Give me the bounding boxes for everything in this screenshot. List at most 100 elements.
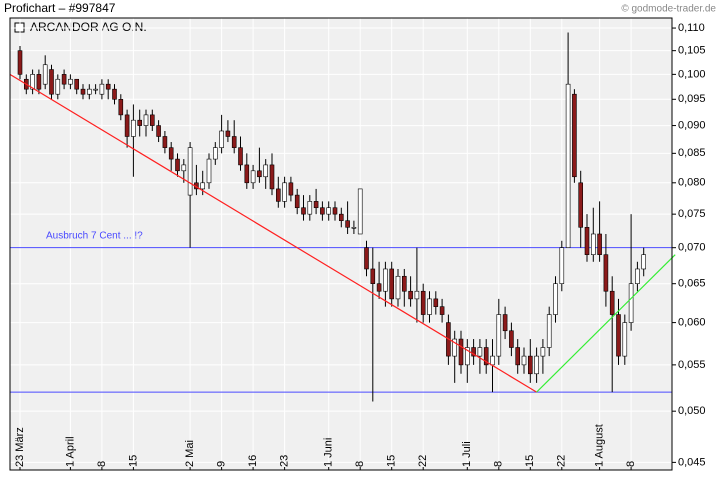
candle-body [521,355,527,366]
candle-body [590,233,596,255]
source: © godmode-trader.de [621,4,716,15]
annotation: Ausbruch 7 Cent ... !? [46,230,143,241]
y-tick-label: 0,050 [678,405,706,417]
trend-line [9,73,537,393]
candle-body [131,119,136,137]
x-tick-label: 2 Mai [184,440,196,467]
x-tick-label: 23 [279,455,291,467]
candle-body [17,50,23,75]
candle-body [301,207,306,215]
x-tick-label: 9 [216,461,228,467]
y-tick-label: 0,060 [678,316,706,328]
candle-body [68,78,73,85]
candle-body [370,268,376,284]
candle-body [250,170,256,184]
candle-body [622,322,628,357]
legend-label: ARCANDOR AG O.N. [30,20,147,34]
candle-body [635,268,640,284]
x-tick-label: 1 April [64,436,76,467]
candle-body [143,114,149,126]
candle-body [326,207,332,215]
candle-body [105,83,111,90]
x-tick-label: 1 August [594,424,606,467]
candle-body [231,136,237,148]
y-tick-label: 0,045 [678,456,706,468]
y-tick-label: 0,075 [678,208,706,220]
y-tick-label: 0,100 [678,68,706,80]
candle-body [616,314,621,357]
candle-body [527,355,533,375]
candle-body [496,314,502,357]
y-tick-label: 0,105 [678,45,706,57]
x-tick-label: 8 [354,461,366,467]
candle-body [559,247,565,284]
candle-body [433,298,439,307]
candle-body [565,83,571,248]
y-tick-label: 0,085 [678,147,706,159]
candle-body [578,182,584,228]
candle-body [351,226,357,229]
candle-body [282,182,287,202]
candle-body [238,147,243,166]
candle-body [464,347,470,366]
candle-body [515,347,521,366]
candle-body [546,314,552,348]
candle-body [206,158,212,184]
candle-body [162,136,168,148]
candle-body [502,314,508,332]
candle-body [118,98,124,116]
candle-body [439,306,445,315]
candle-body [383,268,388,292]
candle-body [74,78,79,90]
x-tick-label: 1 Juli [461,441,473,467]
candle-body [244,164,250,184]
candle-body [364,247,369,270]
candle-body [420,290,426,315]
x-tick-label: 16 [247,455,259,467]
x-tick-label: 22 [556,455,568,467]
candle-body [540,347,546,357]
x-tick-label: 8 [493,461,505,467]
candle-body [376,283,382,292]
y-tick-label: 0,110 [678,22,705,34]
candle-body [87,88,92,95]
candle-body [553,283,558,315]
candle-body [414,290,420,300]
candle-body [597,233,602,255]
candle-body [534,355,539,375]
candle-body [452,338,458,357]
candle-body [572,93,577,178]
candle-body [36,74,42,90]
candle-body [408,290,413,300]
y-tick-label: 0,055 [678,359,706,371]
candle-body [584,226,590,255]
candle-body [427,298,432,315]
plot-border [9,17,673,471]
candle-body [219,130,224,148]
candle-body [42,64,48,85]
candle-body [357,188,363,235]
candle-body [124,114,130,137]
candle-body [458,338,464,366]
candle-body [477,347,483,357]
candle-body [49,69,54,95]
x-tick-label: 1 Juni [323,438,335,467]
candle-body [338,213,344,221]
candle-body [294,194,300,209]
candle-body [395,275,401,300]
candle-body [320,207,325,215]
candle-body [307,201,313,215]
y-tick-label: 0,090 [678,119,706,131]
x-tick-label: 15 [524,455,536,467]
candle-body [61,74,67,85]
x-tick-label: 15 [386,455,398,467]
candle-body [389,268,395,300]
candle-body [490,355,495,366]
candle-body [401,275,407,292]
trend-line [536,254,676,393]
candle-body [168,147,174,160]
y-tick-label: 0,095 [678,93,706,105]
candle-body [313,201,319,209]
